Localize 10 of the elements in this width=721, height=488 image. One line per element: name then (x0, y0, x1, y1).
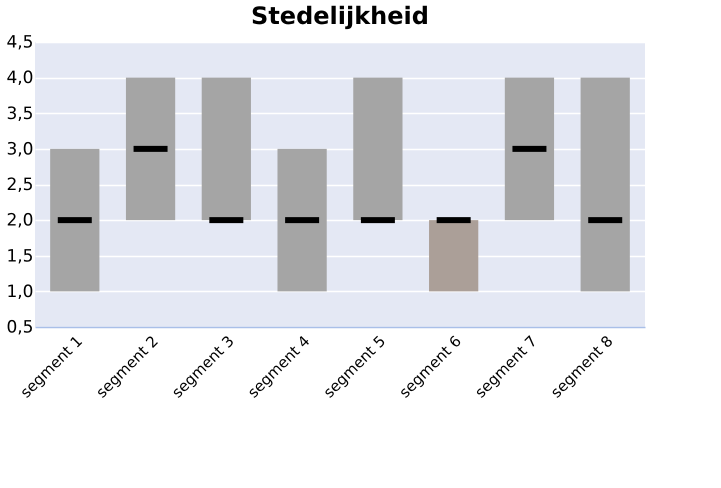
y-tick-label: 2,5 (6, 175, 34, 195)
y-tick-label: 1,0 (6, 282, 34, 302)
chart-title: Stedelijkheid (251, 2, 429, 30)
y-tick-label: 3,5 (6, 104, 34, 124)
y-tick-label: 2,0 (6, 210, 34, 231)
y-tick-label: 0,5 (6, 318, 34, 338)
y-tick-label: 4,0 (6, 68, 34, 88)
y-tick-label: 3,0 (6, 139, 34, 160)
y-tick-label: 1,5 (6, 246, 34, 266)
y-tick-label: 4,5 (6, 32, 34, 52)
